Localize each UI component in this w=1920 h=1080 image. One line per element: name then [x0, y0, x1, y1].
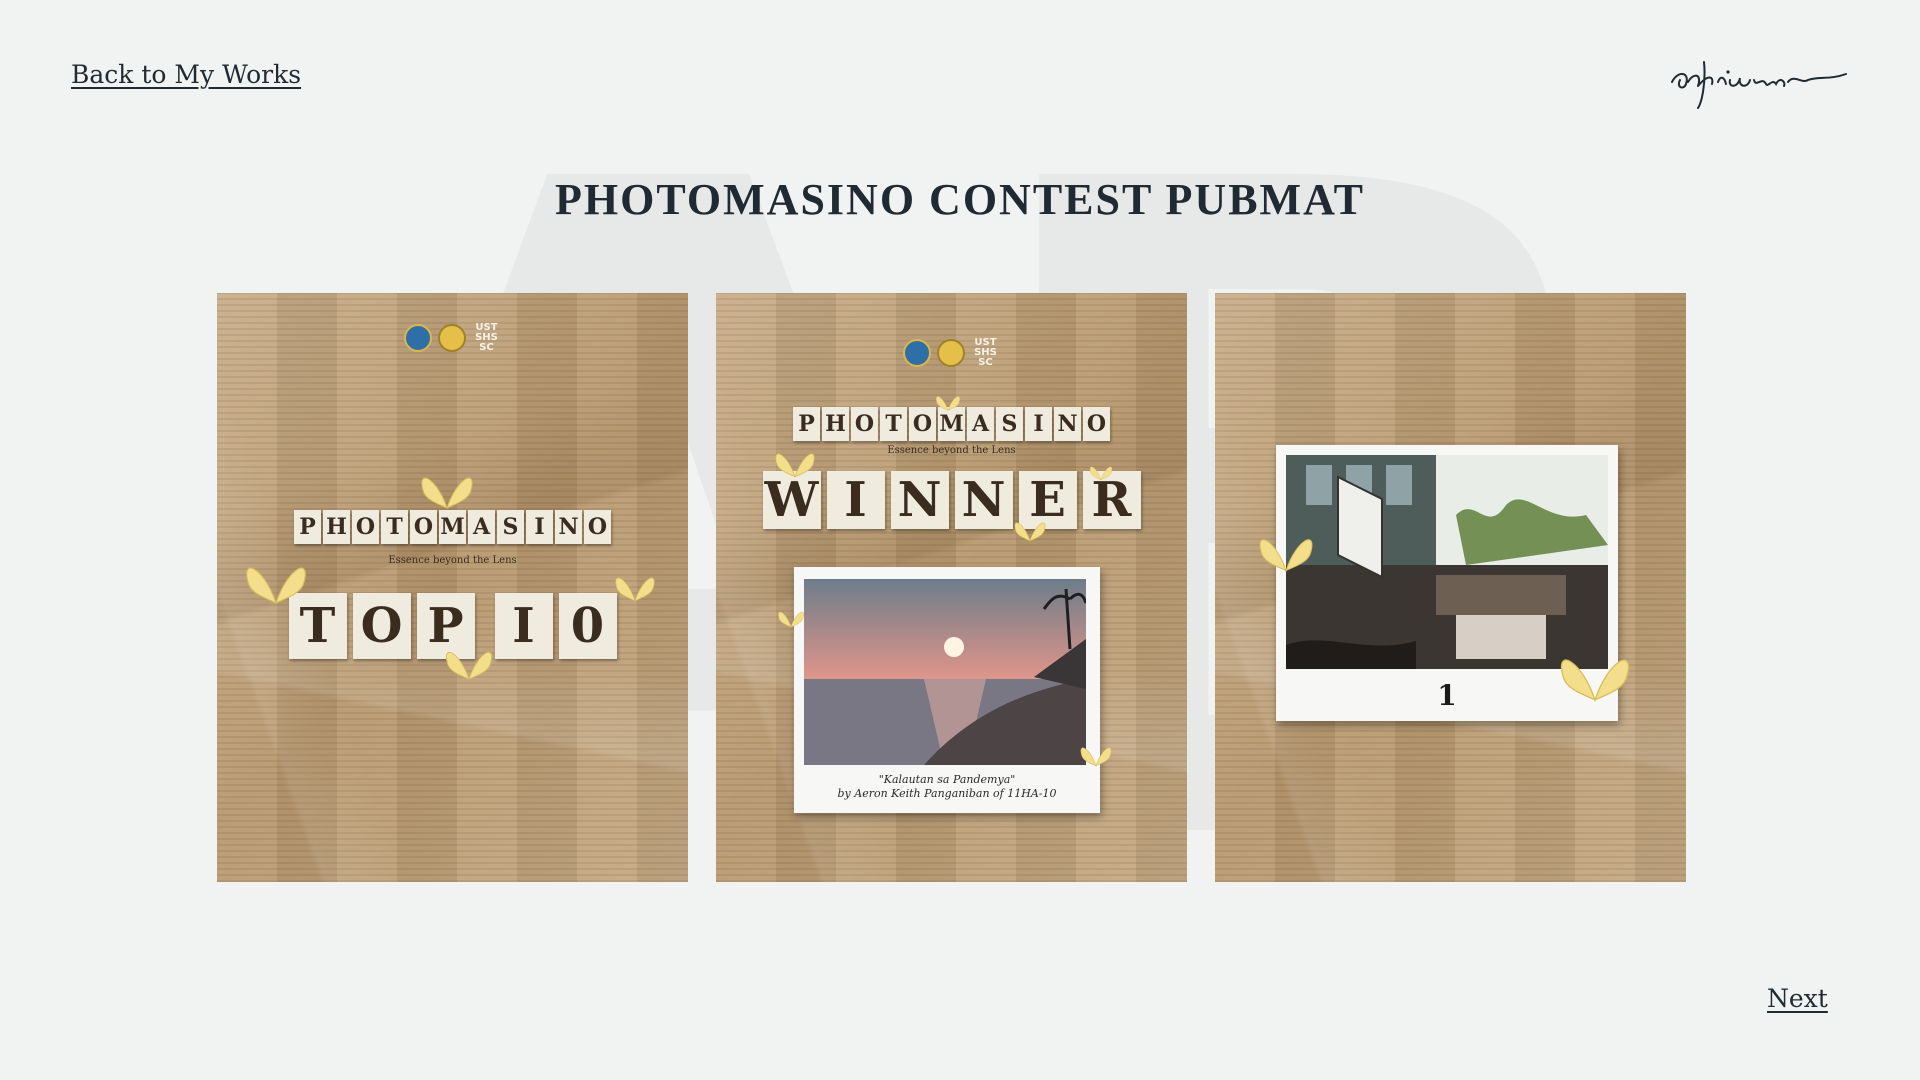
big-letter-tile: I — [826, 471, 885, 529]
pubmat-top10-card[interactable]: UST SHS SC P H O T O M A S I N O Essence… — [217, 293, 688, 882]
back-to-works-link[interactable]: Back to My Works — [71, 60, 302, 89]
tagline: Essence beyond the Lens — [887, 445, 1016, 456]
letter-tile: S — [996, 407, 1023, 441]
seal-logo-gold — [437, 324, 466, 352]
letter-tile: I — [526, 510, 553, 544]
big-title-tiles: T O P I 0 — [217, 593, 688, 659]
letter-tile: O — [1083, 407, 1110, 441]
logo-text: UST SHS SC — [475, 322, 498, 353]
butterfly-icon — [1014, 522, 1046, 542]
sunset-photo — [804, 579, 1086, 765]
org-logos: UST SHS SC — [716, 338, 1187, 368]
headline-tiles: P H O T O M A S I N O — [716, 407, 1187, 441]
big-title-tiles: W I N N E R — [716, 471, 1187, 529]
tagline: Essence beyond the Lens — [388, 555, 517, 566]
logo-text: UST SHS SC — [974, 337, 997, 368]
butterfly-icon — [1259, 539, 1313, 573]
seal-logo-blue — [902, 339, 931, 367]
photo-caption-author: by Aeron Keith Panganiban of 11HA-10 — [837, 787, 1057, 800]
big-letter-tile: R — [1082, 471, 1141, 529]
photo-caption-title: "Kalautan sa Pandemya" — [878, 773, 1016, 786]
butterfly-icon — [246, 567, 306, 605]
big-letter-tile: E — [1018, 471, 1077, 529]
butterfly-icon — [1089, 466, 1113, 481]
entry-photo-polaroid: 1 — [1276, 445, 1618, 721]
big-letter-tile: N — [954, 471, 1013, 529]
butterfly-icon — [615, 577, 655, 603]
butterfly-icon — [1560, 659, 1630, 703]
page-title: PHOTOMASINO CONTEST PUBMAT — [555, 175, 1365, 224]
big-letter-tile: I — [494, 593, 553, 659]
letter-tile: O — [909, 407, 936, 441]
house-photo — [1286, 455, 1608, 669]
letter-tile: N — [1054, 407, 1081, 441]
big-letter-tile: 0 — [558, 593, 617, 659]
letter-tile: A — [967, 407, 994, 441]
letter-tile: O — [410, 510, 437, 544]
letter-tile: N — [555, 510, 582, 544]
next-link[interactable]: Next — [1767, 984, 1828, 1013]
letter-tile: P — [793, 407, 820, 441]
butterfly-icon — [445, 651, 493, 681]
butterfly-icon — [421, 477, 473, 510]
letter-tile: H — [323, 510, 350, 544]
winning-photo-polaroid: "Kalautan sa Pandemya" by Aeron Keith Pa… — [794, 567, 1100, 813]
big-letter-tile: W — [762, 471, 821, 529]
butterfly-icon — [936, 396, 960, 412]
headline-tiles: P H O T O M A S I N O — [217, 510, 688, 544]
letter-tile: O — [851, 407, 878, 441]
pubmat-winner-card[interactable]: UST SHS SC P H O T O M A S I N O Essence… — [716, 293, 1187, 882]
butterfly-icon — [1080, 747, 1112, 767]
org-logos: UST SHS SC — [217, 323, 688, 353]
letter-tile: S — [497, 510, 524, 544]
entry-number: 1 — [1437, 679, 1457, 712]
big-letter-tile: T — [288, 593, 347, 659]
big-letter-tile: P — [416, 593, 475, 659]
big-letter-tile: N — [890, 471, 949, 529]
letter-tile: M — [938, 407, 965, 441]
letter-tile: I — [1025, 407, 1052, 441]
letter-tile: O — [584, 510, 611, 544]
butterfly-icon — [775, 453, 815, 479]
letter-tile: P — [294, 510, 321, 544]
signature-logo — [1671, 61, 1847, 109]
big-letter-tile: O — [352, 593, 411, 659]
letter-tile: A — [468, 510, 495, 544]
pubmat-entry-card[interactable]: 1 — [1215, 293, 1686, 882]
letter-tile: T — [381, 510, 408, 544]
seal-logo-gold — [936, 339, 965, 367]
letter-tile: O — [352, 510, 379, 544]
butterfly-icon — [778, 611, 804, 628]
seal-logo-blue — [403, 324, 432, 352]
letter-tile: H — [822, 407, 849, 441]
letter-tile: M — [439, 510, 466, 544]
letter-tile: T — [880, 407, 907, 441]
